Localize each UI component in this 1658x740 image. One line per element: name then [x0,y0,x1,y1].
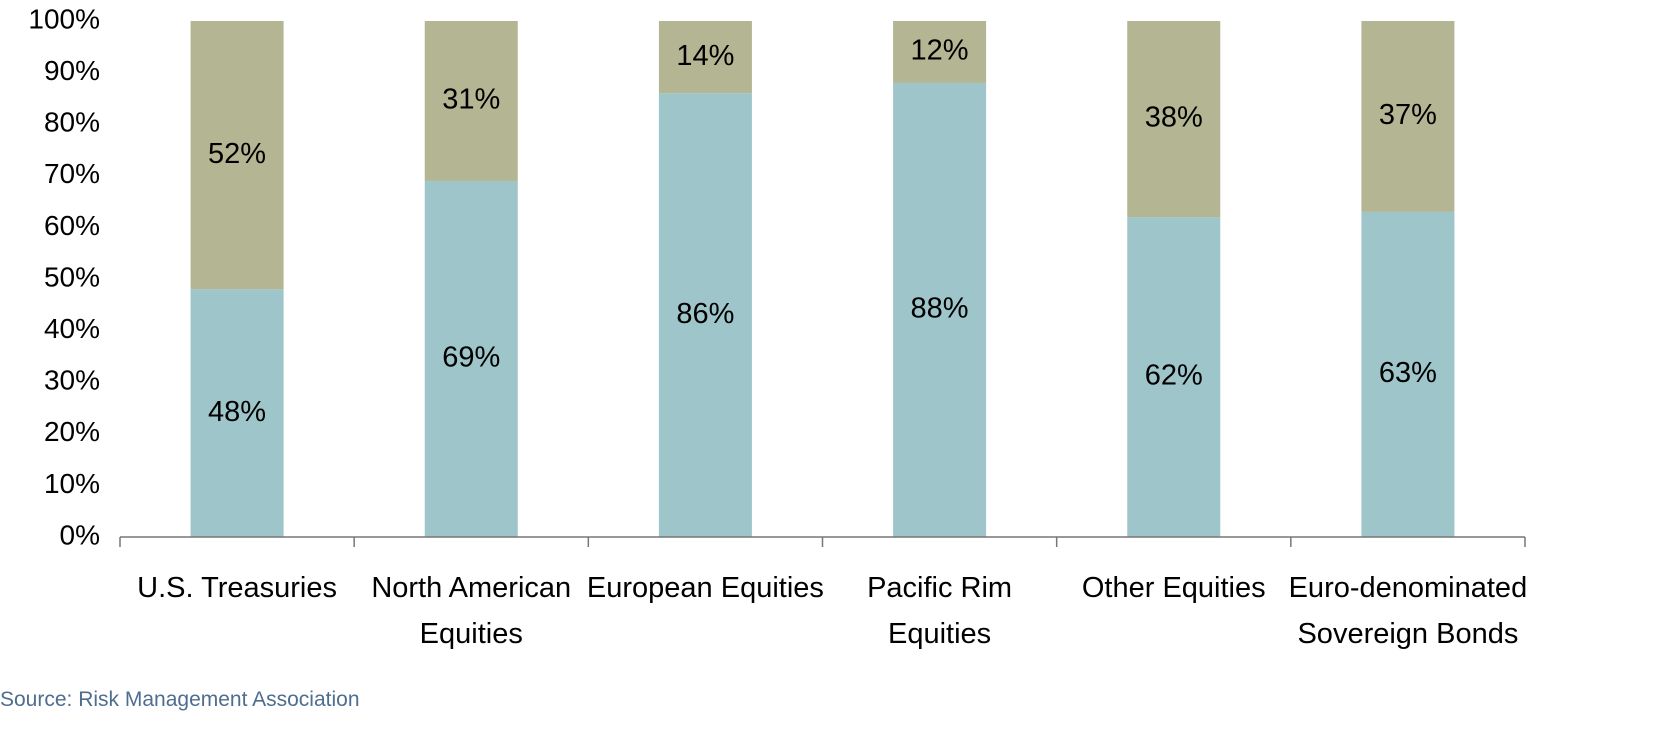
data-label: 62% [1145,360,1203,392]
y-tick-label: 90% [44,55,100,86]
bar-segment [1361,211,1455,538]
x-tick-label: European Equities [586,572,824,604]
y-tick-label: 10% [44,468,100,499]
source: Source: Risk Management Association [0,688,360,711]
data-label: 52% [208,138,266,170]
y-tick-label: 20% [44,416,100,447]
data-label: 63% [1379,357,1437,389]
data-label: 86% [676,298,734,330]
bar-segment [893,82,987,538]
x-tick-label: Pacific Rim Equities [867,572,1013,650]
y-tick-label: 40% [44,313,100,344]
bar-segment [893,21,987,83]
data-label: 31% [442,84,500,116]
data-label: 12% [911,35,969,67]
data-label: 69% [442,342,500,374]
y-tick-label: 30% [44,365,100,396]
y-tick-label: 100% [28,3,100,34]
bar-segment [190,289,284,537]
y-tick-label: 60% [44,210,100,241]
data-label: 38% [1145,102,1203,134]
data-label: 14% [676,40,734,72]
y-tick-label: 70% [44,158,100,189]
bar-segment [1127,21,1221,218]
data-label: 37% [1379,99,1437,131]
x-tick-label: U.S. Treasuries [137,572,337,604]
y-tick-label: 0% [60,519,100,550]
bar-segment [658,21,752,94]
y-tick-label: 50% [44,261,100,292]
bar-segment [190,21,284,290]
x-tick-label: Other Equities [1081,572,1266,604]
y-tick-label: 80% [44,107,100,138]
x-tick-label: Euro-denominated Sovereign Bonds [1288,572,1528,650]
bar-segment [424,180,518,537]
data-label: 88% [911,293,969,325]
bar-segment [658,93,752,538]
x-tick-label: North American Equities [371,572,572,650]
data-label: 48% [208,396,266,428]
bar-segment [1127,217,1221,537]
bar-segment [1361,21,1455,212]
bar-segment [424,21,518,181]
